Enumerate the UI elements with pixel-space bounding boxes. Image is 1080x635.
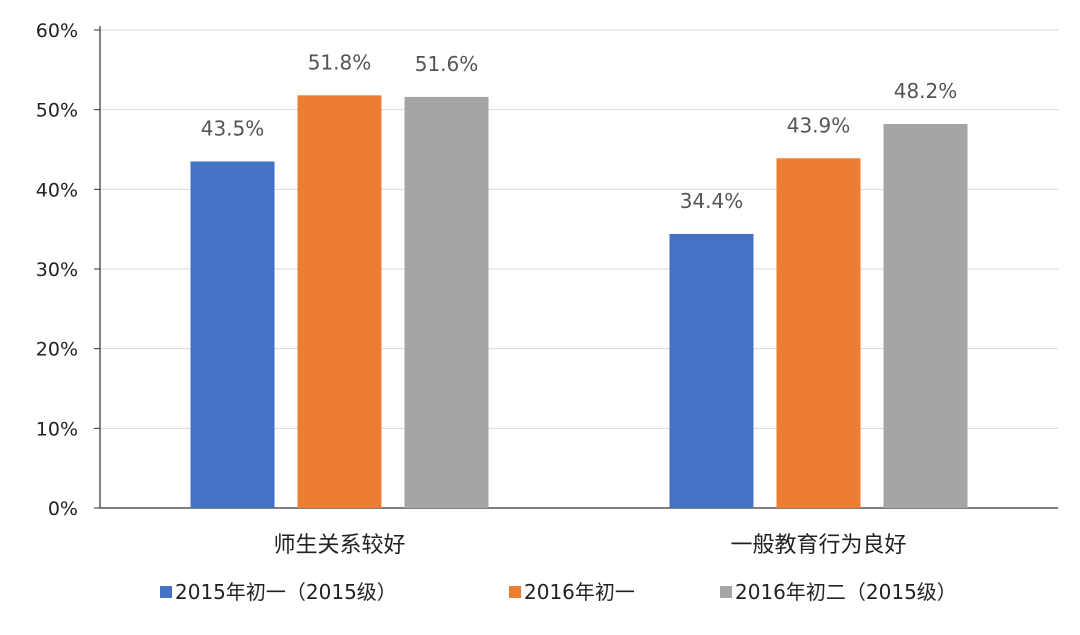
bar-2-2 <box>776 158 861 508</box>
legend-label: 2016年初一 <box>524 580 635 604</box>
bar-3-2 <box>883 124 968 509</box>
y-tick-label: 0% <box>48 498 78 520</box>
data-label: 51.8% <box>308 50 372 74</box>
x-category-label: 一般教育行为良好 <box>730 533 906 558</box>
y-tick-label: 20% <box>36 339 78 361</box>
legend-swatch <box>509 586 521 598</box>
data-label: 51.6% <box>415 52 479 76</box>
legend-label: 2015年初一（2015级） <box>175 580 397 604</box>
data-label: 43.9% <box>787 113 851 137</box>
bars <box>190 95 968 509</box>
data-labels: 43.5% 51.8% 51.6% 34.4% 43.9% 48.2% <box>201 50 958 213</box>
y-tick-label: 60% <box>36 20 78 42</box>
legend-swatch <box>720 586 732 598</box>
y-tick-label: 30% <box>36 259 78 281</box>
data-label: 48.2% <box>894 79 958 103</box>
x-category-label: 师生关系较好 <box>273 533 405 558</box>
y-tick-label: 50% <box>36 100 78 122</box>
bar-3-1 <box>404 96 489 509</box>
bar-1-2 <box>669 233 754 509</box>
y-tick-label: 40% <box>36 179 78 201</box>
axes: 0% 10% 20% 30% 40% 50% 60% 师生关系较好 一般教育行为良好 <box>36 20 1058 558</box>
data-label: 34.4% <box>680 189 744 213</box>
bar-2-1 <box>297 95 382 509</box>
legend-label: 2016年初二（2015级） <box>735 580 957 604</box>
legend: 2015年初一（2015级） 2016年初一 2016年初二（2015级） <box>160 580 957 604</box>
data-label: 43.5% <box>201 116 265 140</box>
bar-1-1 <box>190 161 275 508</box>
legend-swatch <box>160 586 172 598</box>
y-tick-label: 10% <box>36 418 78 440</box>
